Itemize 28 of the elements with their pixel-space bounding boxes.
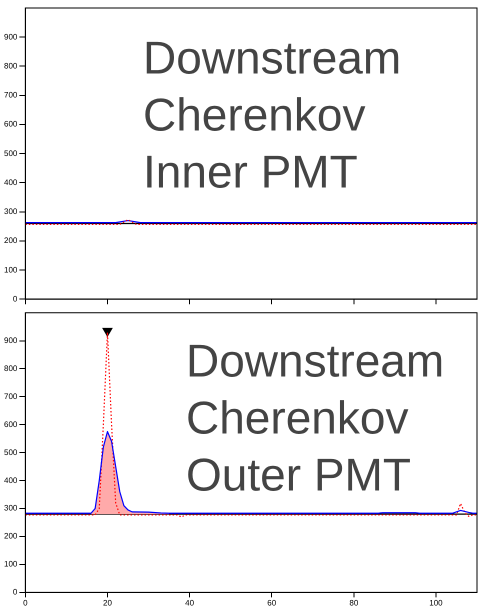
y-tick-label: 400	[4, 476, 18, 485]
y-tick-label: 500	[4, 448, 18, 457]
y-tick-label: 300	[4, 504, 18, 513]
y-tick-label: 500	[4, 148, 18, 158]
text: Downstream Cherenkov Outer PMT	[186, 334, 444, 500]
y-tick-label: 100	[4, 560, 18, 569]
y-tick-label: 100	[4, 265, 18, 274]
x-tick-label: 40	[185, 598, 195, 608]
y-tick-label: 600	[4, 420, 18, 429]
x-tick-label: 20	[103, 598, 112, 608]
y-tick-label: 700	[4, 90, 18, 100]
y-tick-label: 600	[4, 120, 18, 129]
x-tick-label: 60	[267, 598, 277, 608]
y-tick-label: 400	[4, 178, 18, 187]
x-tick-label: 0	[23, 598, 28, 608]
y-tick-label: 200	[4, 236, 18, 246]
y-tick-label: 0	[12, 588, 18, 597]
x-tick-label: 80	[349, 598, 359, 608]
y-tick-label: 300	[4, 207, 18, 216]
y-tick-label: 0	[12, 294, 18, 304]
y-tick-label: 700	[4, 392, 18, 401]
y-tick-label: 900	[4, 32, 18, 42]
y-tick-label: 200	[4, 532, 18, 541]
text: Downstream Cherenkov Inner PMT	[143, 32, 402, 198]
y-tick-label: 800	[4, 364, 18, 373]
y-tick-label: 800	[4, 61, 18, 70]
x-tick-label: 100	[429, 598, 444, 608]
y-tick-label: 900	[4, 336, 18, 345]
